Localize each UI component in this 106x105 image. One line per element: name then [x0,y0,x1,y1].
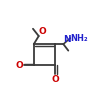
Text: N: N [63,35,71,44]
Text: O: O [51,75,59,84]
Text: NH₂: NH₂ [71,34,88,43]
Text: O: O [39,27,47,36]
Text: O: O [16,61,24,70]
